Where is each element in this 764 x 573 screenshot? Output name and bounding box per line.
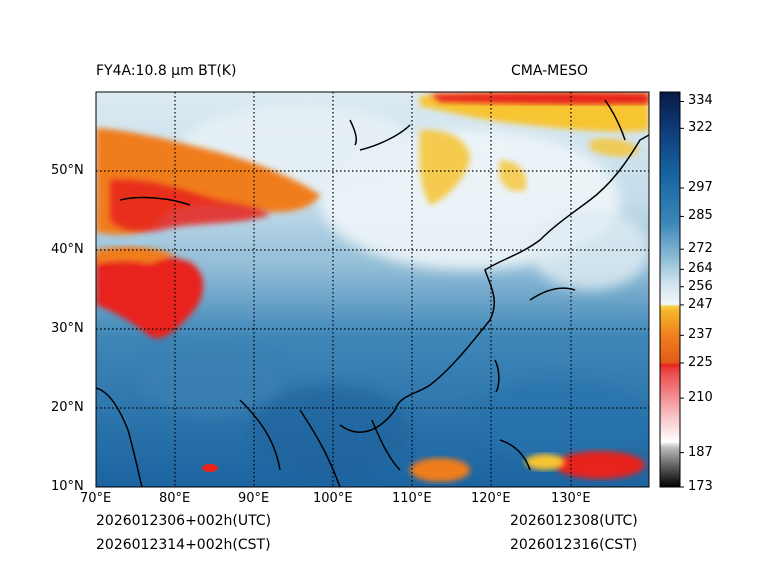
lon-label: 80°E bbox=[159, 491, 191, 506]
lon-label: 100°E bbox=[313, 491, 353, 506]
lon-label: 120°E bbox=[471, 491, 511, 506]
map-frame bbox=[95, 91, 650, 488]
colorbar-tick-label: 225 bbox=[688, 354, 713, 370]
colorbar-tick-label: 334 bbox=[688, 93, 713, 109]
coastlines bbox=[96, 99, 649, 487]
lat-label: 20°N bbox=[51, 400, 84, 415]
colorbar-tick-label: 285 bbox=[688, 208, 713, 224]
colorbar-tick-label: 187 bbox=[688, 444, 713, 460]
valid-time-cst: 2026012316(CST) bbox=[510, 537, 638, 553]
colorbar-tick-label: 237 bbox=[688, 327, 713, 343]
lon-label: 70°E bbox=[80, 491, 112, 506]
lat-label: 50°N bbox=[51, 163, 84, 178]
init-time-cst: 2026012314+002h(CST) bbox=[96, 537, 271, 553]
lat-label: 10°N bbox=[51, 479, 84, 494]
lat-label: 40°N bbox=[51, 242, 84, 257]
lat-label: 30°N bbox=[51, 321, 84, 336]
colorbar-tick-label: 322 bbox=[688, 120, 713, 136]
colorbar-tick-label: 256 bbox=[688, 278, 713, 294]
cold-cloud-tops bbox=[96, 92, 649, 482]
colorbar-tick-label: 264 bbox=[688, 261, 713, 277]
lon-label: 110°E bbox=[392, 491, 432, 506]
colorbar-tick-label: 297 bbox=[688, 179, 713, 195]
lon-label: 130°E bbox=[551, 491, 591, 506]
valid-time-utc: 2026012308(UTC) bbox=[510, 513, 638, 529]
graticule bbox=[96, 92, 649, 487]
colorbar-tick-label: 247 bbox=[688, 296, 713, 312]
lon-label: 90°E bbox=[238, 491, 270, 506]
colorbar-tick-label: 210 bbox=[688, 390, 713, 406]
init-time-utc: 2026012306+002h(UTC) bbox=[96, 513, 272, 529]
model-name: CMA-MESO bbox=[511, 63, 589, 79]
product-title: FY4A:10.8 μm BT(K) bbox=[96, 63, 237, 79]
colorbar-tick-label: 173 bbox=[688, 479, 713, 494]
colorbar-tick-label: 272 bbox=[688, 241, 713, 257]
